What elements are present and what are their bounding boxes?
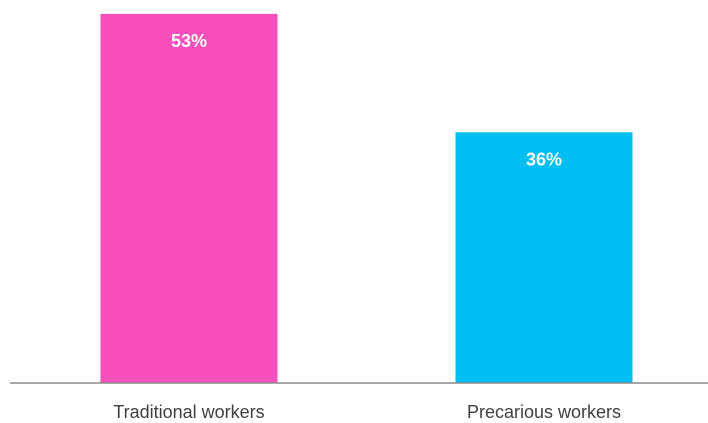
bar-1 xyxy=(455,132,633,383)
value-labels-group: 53% 36% xyxy=(171,31,562,169)
bars-group xyxy=(100,13,633,383)
bar-value-label-0: 53% xyxy=(171,31,207,51)
bar-value-label-1: 36% xyxy=(526,149,562,169)
category-label-0: Traditional workers xyxy=(113,402,264,422)
bar-0 xyxy=(100,13,278,383)
category-label-1: Precarious workers xyxy=(467,402,621,422)
category-labels-group: Traditional workers Precarious workers xyxy=(113,402,621,422)
